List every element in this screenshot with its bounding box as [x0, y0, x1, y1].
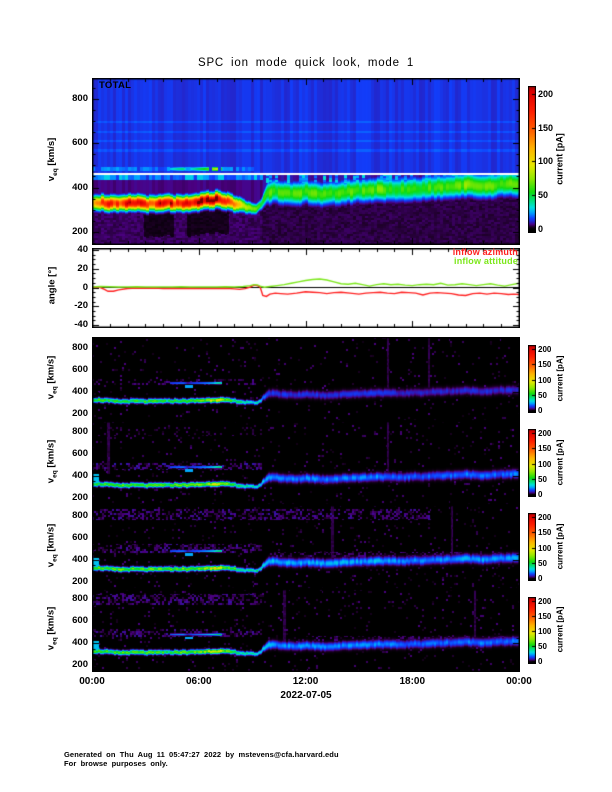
time-tick-label: 06:00 [185, 676, 212, 687]
colorbar-tick: 200 [538, 512, 552, 522]
time-tick-label: 18:00 [399, 676, 426, 687]
inflow-angle-chart [92, 248, 520, 328]
channel-2-spectrogram [92, 421, 520, 505]
total-panel-label: TOTAL [99, 80, 132, 91]
footer-generated-line: Generated on Thu Aug 11 05:47:27 2022 by… [64, 750, 339, 759]
y-tick-channel-3: 200 [72, 575, 88, 587]
colorbar-channel-3 [528, 513, 536, 581]
channel-4-spectrogram [92, 589, 520, 672]
colorbar-tick: 150 [538, 528, 552, 538]
veq-symbol: v [45, 175, 57, 182]
colorbar-tick: 50 [538, 475, 547, 485]
colorbar-tick: 50 [538, 642, 547, 652]
y-tick-channel-1: 200 [72, 407, 88, 419]
plot-title: SPC ion mode quick look, mode 1 [197, 57, 415, 69]
colorbar-tick: 150 [538, 122, 554, 133]
y-tick-channel-3: 600 [72, 531, 88, 543]
y-tick-channel-1: 600 [72, 363, 88, 375]
legend-inflow-attitude: inflow attitude [454, 256, 518, 266]
y-tick-angle: 20 [77, 262, 88, 274]
y-tick-channel-2: 200 [72, 491, 88, 503]
colorbar-tick: 200 [538, 428, 552, 438]
colorbar-tick: 50 [538, 559, 547, 569]
veq-subscript: eq [51, 168, 59, 176]
y-tick-angle: 0 [82, 281, 88, 293]
colorbar-tick: 100 [538, 543, 552, 553]
time-tick-label: 00:00 [79, 676, 105, 687]
colorbar-tick: 100 [538, 459, 552, 469]
colorbar-tick: 200 [538, 344, 552, 354]
legend-inflow-azimuth: inflow azimuth [452, 247, 518, 257]
colorbar-tick: 150 [538, 444, 552, 454]
y-tick-channel-2: 600 [72, 447, 88, 459]
time-tick-label: 12:00 [292, 676, 319, 687]
total-spectrogram [92, 78, 520, 245]
y-tick-channel-3: 800 [72, 509, 88, 521]
colorbar-channel-1 [528, 345, 536, 413]
colorbar-tick: 100 [538, 375, 552, 385]
y-tick-channel-1: 800 [72, 341, 88, 353]
y-tick-channel-4: 200 [72, 658, 88, 670]
y-tick-channel-1: 400 [72, 385, 88, 397]
footer-browse-line: For browse purposes only. [64, 759, 168, 768]
colorbar-tick: 100 [538, 156, 554, 167]
y-tick-channel-2: 400 [72, 469, 88, 481]
y-tick-channel-3: 400 [72, 553, 88, 565]
colorbar-tick: 150 [538, 611, 552, 621]
colorbar-tick: 0 [538, 490, 543, 500]
y-tick-angle: -40 [74, 319, 88, 331]
y-tick-total: 400 [72, 181, 88, 193]
colorbar-tick: 200 [538, 596, 552, 606]
colorbar-tick: 150 [538, 360, 552, 370]
colorbar-tick: 0 [538, 657, 543, 667]
y-tick-channel-4: 600 [72, 615, 88, 627]
y-tick-total: 600 [72, 137, 88, 149]
colorbar-tick: 0 [538, 223, 544, 234]
colorbar-total [528, 86, 536, 233]
y-tick-angle: 40 [77, 243, 88, 255]
colorbar-channel-4 [528, 597, 536, 664]
colorbar-tick: 0 [538, 574, 543, 584]
date-label: 2022-07-05 [280, 690, 332, 701]
colorbar-tick: 200 [538, 89, 554, 100]
time-tick-label: 00:00 [506, 676, 532, 687]
colorbar-tick: 100 [538, 627, 552, 637]
colorbar-tick: 50 [538, 189, 549, 200]
y-tick-channel-4: 800 [72, 593, 88, 605]
colorbar-channel-2 [528, 429, 536, 497]
colorbar-tick: 0 [538, 406, 543, 416]
y-tick-total: 200 [72, 225, 88, 237]
y-tick-channel-4: 400 [72, 637, 88, 649]
channel-1-spectrogram [92, 337, 520, 421]
channel-3-spectrogram [92, 505, 520, 589]
colorbar-tick: 50 [538, 391, 547, 401]
y-tick-channel-2: 800 [72, 425, 88, 437]
y-tick-total: 800 [72, 93, 88, 105]
y-tick-angle: -20 [74, 300, 88, 312]
